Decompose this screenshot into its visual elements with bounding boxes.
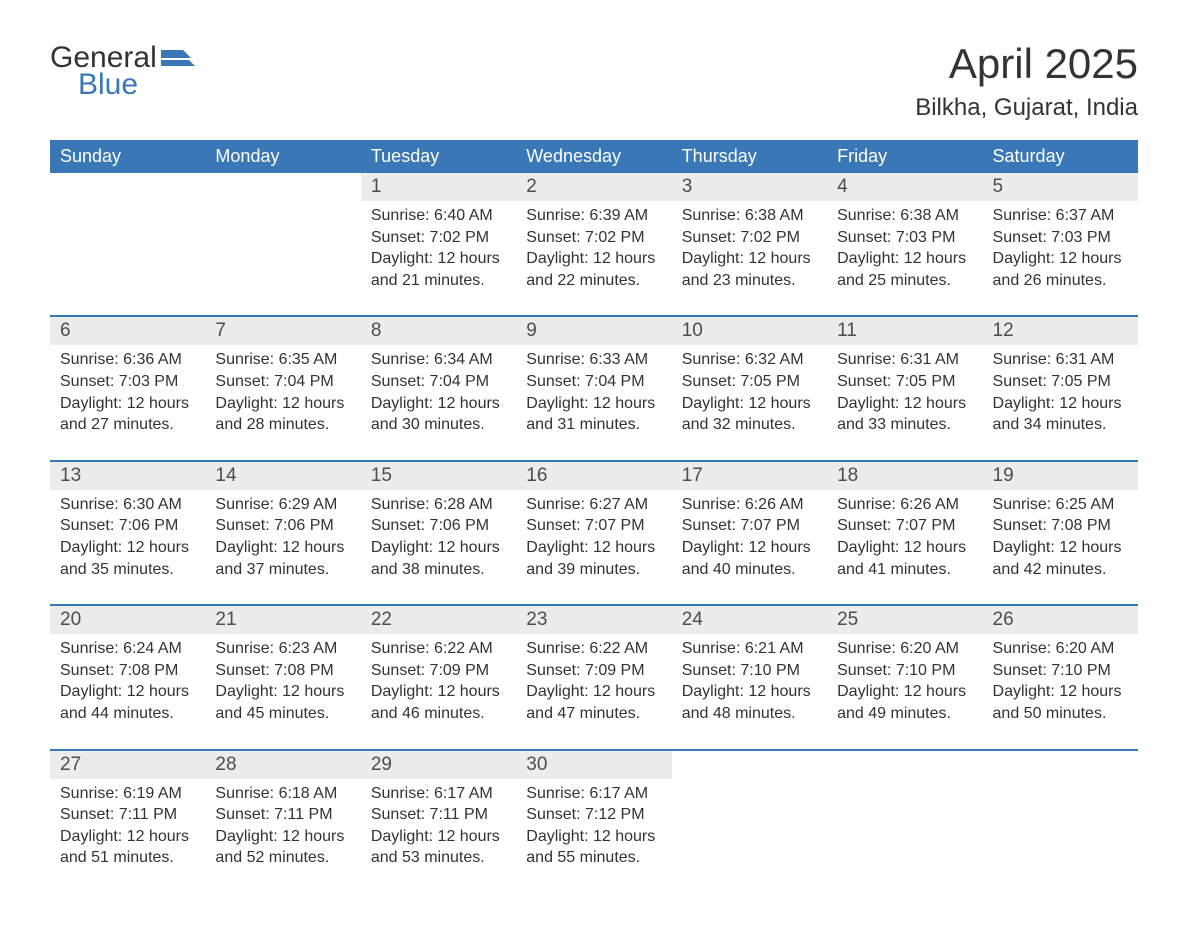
day-detail-cell: Sunrise: 6:25 AMSunset: 7:08 PMDaylight:…: [983, 490, 1138, 605]
day-detail-cell: Sunrise: 6:23 AMSunset: 7:08 PMDaylight:…: [205, 634, 360, 749]
day-number-cell: [983, 750, 1138, 779]
day-detail-cell: Sunrise: 6:30 AMSunset: 7:06 PMDaylight:…: [50, 490, 205, 605]
col-wednesday: Wednesday: [516, 140, 671, 173]
day-detail-cell: Sunrise: 6:35 AMSunset: 7:04 PMDaylight:…: [205, 345, 360, 460]
day-number-cell: 9: [516, 316, 671, 345]
day-detail-cell: Sunrise: 6:28 AMSunset: 7:06 PMDaylight:…: [361, 490, 516, 605]
day-number-cell: 2: [516, 173, 671, 201]
day-number-cell: [205, 173, 360, 201]
day-number-cell: 27: [50, 750, 205, 779]
day-detail-cell: Sunrise: 6:36 AMSunset: 7:03 PMDaylight:…: [50, 345, 205, 460]
week-daynum-row: 13141516171819: [50, 461, 1138, 490]
day-detail-cell: Sunrise: 6:37 AMSunset: 7:03 PMDaylight:…: [983, 201, 1138, 316]
day-detail-cell: Sunrise: 6:38 AMSunset: 7:02 PMDaylight:…: [672, 201, 827, 316]
day-detail-cell: [672, 779, 827, 893]
day-number-cell: [672, 750, 827, 779]
day-number-cell: 26: [983, 605, 1138, 634]
week-detail-row: Sunrise: 6:36 AMSunset: 7:03 PMDaylight:…: [50, 345, 1138, 460]
week-daynum-row: 20212223242526: [50, 605, 1138, 634]
day-number-cell: 29: [361, 750, 516, 779]
col-tuesday: Tuesday: [361, 140, 516, 173]
week-detail-row: Sunrise: 6:19 AMSunset: 7:11 PMDaylight:…: [50, 779, 1138, 893]
day-detail-cell: Sunrise: 6:22 AMSunset: 7:09 PMDaylight:…: [361, 634, 516, 749]
day-number-cell: 3: [672, 173, 827, 201]
day-detail-cell: [827, 779, 982, 893]
day-detail-cell: Sunrise: 6:34 AMSunset: 7:04 PMDaylight:…: [361, 345, 516, 460]
day-number-cell: 30: [516, 750, 671, 779]
day-detail-cell: Sunrise: 6:39 AMSunset: 7:02 PMDaylight:…: [516, 201, 671, 316]
day-detail-cell: Sunrise: 6:32 AMSunset: 7:05 PMDaylight:…: [672, 345, 827, 460]
day-detail-cell: Sunrise: 6:20 AMSunset: 7:10 PMDaylight:…: [983, 634, 1138, 749]
day-number-cell: 11: [827, 316, 982, 345]
day-number-cell: 10: [672, 316, 827, 345]
col-sunday: Sunday: [50, 140, 205, 173]
day-number-cell: 23: [516, 605, 671, 634]
day-detail-cell: Sunrise: 6:38 AMSunset: 7:03 PMDaylight:…: [827, 201, 982, 316]
col-saturday: Saturday: [983, 140, 1138, 173]
logo: General Blue: [50, 40, 195, 100]
day-number-cell: 28: [205, 750, 360, 779]
week-detail-row: Sunrise: 6:40 AMSunset: 7:02 PMDaylight:…: [50, 201, 1138, 316]
day-number-cell: 8: [361, 316, 516, 345]
day-number-cell: 19: [983, 461, 1138, 490]
day-detail-cell: [205, 201, 360, 316]
day-detail-cell: Sunrise: 6:26 AMSunset: 7:07 PMDaylight:…: [827, 490, 982, 605]
day-detail-cell: Sunrise: 6:33 AMSunset: 7:04 PMDaylight:…: [516, 345, 671, 460]
calendar-table: Sunday Monday Tuesday Wednesday Thursday…: [50, 140, 1138, 893]
day-number-cell: 1: [361, 173, 516, 201]
day-detail-cell: Sunrise: 6:22 AMSunset: 7:09 PMDaylight:…: [516, 634, 671, 749]
day-number-cell: [827, 750, 982, 779]
title-block: April 2025 Bilkha, Gujarat, India: [915, 40, 1138, 122]
day-detail-cell: Sunrise: 6:18 AMSunset: 7:11 PMDaylight:…: [205, 779, 360, 893]
day-detail-cell: [983, 779, 1138, 893]
day-number-cell: 22: [361, 605, 516, 634]
day-detail-cell: Sunrise: 6:26 AMSunset: 7:07 PMDaylight:…: [672, 490, 827, 605]
day-number-cell: 18: [827, 461, 982, 490]
day-number-cell: 20: [50, 605, 205, 634]
day-number-cell: 7: [205, 316, 360, 345]
day-number-cell: 13: [50, 461, 205, 490]
day-number-cell: 24: [672, 605, 827, 634]
day-detail-cell: Sunrise: 6:31 AMSunset: 7:05 PMDaylight:…: [827, 345, 982, 460]
col-monday: Monday: [205, 140, 360, 173]
day-number-cell: 25: [827, 605, 982, 634]
day-number-cell: 4: [827, 173, 982, 201]
day-detail-cell: Sunrise: 6:29 AMSunset: 7:06 PMDaylight:…: [205, 490, 360, 605]
week-detail-row: Sunrise: 6:24 AMSunset: 7:08 PMDaylight:…: [50, 634, 1138, 749]
day-number-cell: 6: [50, 316, 205, 345]
calendar-header-row: Sunday Monday Tuesday Wednesday Thursday…: [50, 140, 1138, 173]
day-detail-cell: Sunrise: 6:24 AMSunset: 7:08 PMDaylight:…: [50, 634, 205, 749]
day-detail-cell: Sunrise: 6:19 AMSunset: 7:11 PMDaylight:…: [50, 779, 205, 893]
day-number-cell: 21: [205, 605, 360, 634]
week-daynum-row: 27282930: [50, 750, 1138, 779]
day-number-cell: 5: [983, 173, 1138, 201]
day-number-cell: 14: [205, 461, 360, 490]
page-title: April 2025: [915, 40, 1138, 88]
day-number-cell: [50, 173, 205, 201]
day-number-cell: 17: [672, 461, 827, 490]
col-friday: Friday: [827, 140, 982, 173]
logo-text-blue: Blue: [78, 70, 195, 100]
day-detail-cell: Sunrise: 6:40 AMSunset: 7:02 PMDaylight:…: [361, 201, 516, 316]
day-detail-cell: Sunrise: 6:31 AMSunset: 7:05 PMDaylight:…: [983, 345, 1138, 460]
week-detail-row: Sunrise: 6:30 AMSunset: 7:06 PMDaylight:…: [50, 490, 1138, 605]
week-daynum-row: 6789101112: [50, 316, 1138, 345]
day-detail-cell: Sunrise: 6:21 AMSunset: 7:10 PMDaylight:…: [672, 634, 827, 749]
day-detail-cell: Sunrise: 6:20 AMSunset: 7:10 PMDaylight:…: [827, 634, 982, 749]
day-number-cell: 16: [516, 461, 671, 490]
day-number-cell: 15: [361, 461, 516, 490]
header: General Blue April 2025 Bilkha, Gujarat,…: [50, 40, 1138, 122]
day-number-cell: 12: [983, 316, 1138, 345]
col-thursday: Thursday: [672, 140, 827, 173]
day-detail-cell: Sunrise: 6:17 AMSunset: 7:12 PMDaylight:…: [516, 779, 671, 893]
day-detail-cell: [50, 201, 205, 316]
week-daynum-row: 12345: [50, 173, 1138, 201]
day-detail-cell: Sunrise: 6:17 AMSunset: 7:11 PMDaylight:…: [361, 779, 516, 893]
page-subtitle: Bilkha, Gujarat, India: [915, 94, 1138, 122]
day-detail-cell: Sunrise: 6:27 AMSunset: 7:07 PMDaylight:…: [516, 490, 671, 605]
